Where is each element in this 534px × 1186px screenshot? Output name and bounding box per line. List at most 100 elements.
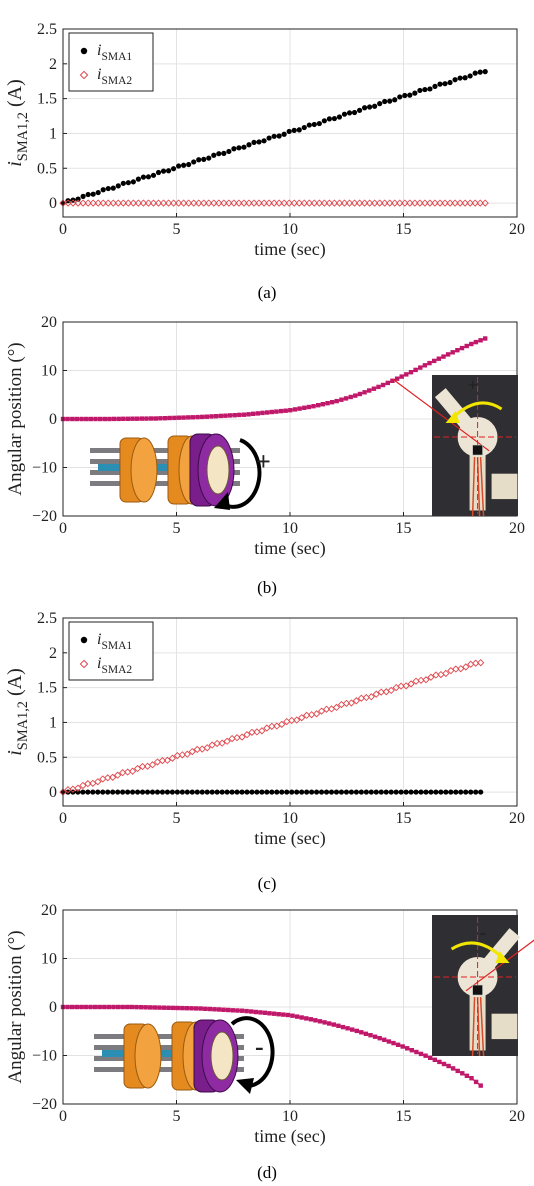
angle-data-point	[125, 416, 131, 421]
angle-data-point	[469, 341, 474, 347]
data-point-i-sma1	[155, 169, 162, 176]
angle-data-point	[473, 339, 479, 345]
data-point-i-sma1	[403, 789, 409, 795]
rod	[94, 1067, 244, 1072]
angle-data-point	[65, 416, 70, 422]
data-point-i-sma1	[412, 90, 418, 96]
data-point-i-sma2	[285, 199, 293, 207]
y-axis-label-group: iSMA1,2 (A)	[4, 668, 31, 756]
data-point-i-sma1	[309, 789, 315, 795]
angle-data-point	[455, 1068, 460, 1074]
angle-data-point	[193, 1006, 199, 1011]
data-point-i-sma2	[159, 199, 168, 207]
angle-data-point	[139, 416, 145, 421]
angle-data-point	[292, 407, 298, 412]
y-tick-label: 10	[41, 363, 57, 380]
y-tick-label: 0.5	[37, 749, 57, 766]
x-tick-label: 20	[509, 221, 525, 238]
y-tick-label: 2	[49, 56, 57, 73]
data-point-i-sma1	[184, 789, 190, 795]
angle-data-point	[350, 1027, 355, 1032]
angle-data-point	[297, 406, 302, 411]
data-point-i-sma2	[268, 722, 276, 730]
data-point-i-sma2	[128, 767, 137, 775]
angle-data-point	[200, 414, 205, 420]
data-point-i-sma1	[80, 193, 86, 199]
data-point-i-sma1	[458, 789, 464, 795]
angle-data-point	[386, 1039, 392, 1044]
data-point-i-sma2	[195, 199, 203, 207]
angle-data-point	[299, 1015, 304, 1020]
caption-a: (a)	[257, 283, 277, 302]
data-point-i-sma2	[407, 680, 415, 688]
angle-data-point	[246, 412, 251, 417]
data-point-i-sma1	[130, 789, 136, 795]
data-point-i-sma2	[99, 199, 107, 207]
orange-disk-1-face	[130, 437, 158, 503]
angle-data-point	[84, 416, 89, 422]
y-axis-label: Angular position (°)	[5, 930, 26, 1083]
data-point-i-sma2	[310, 199, 318, 207]
angle-data-point	[432, 358, 437, 364]
angle-data-point	[357, 391, 363, 397]
data-point-i-sma1	[392, 97, 398, 103]
data-point-i-sma1	[356, 107, 363, 113]
data-point-i-sma2	[347, 699, 356, 707]
data-point-i-sma1	[191, 159, 197, 165]
angle-data-point	[278, 408, 284, 414]
data-point-i-sma1	[346, 110, 353, 116]
angle-data-point	[427, 360, 432, 366]
data-point-i-sma2	[397, 682, 405, 690]
data-point-i-sma2	[89, 199, 97, 207]
y-tick-label: 0.5	[37, 160, 57, 177]
caption-d: (d)	[257, 1163, 277, 1182]
angle-data-point	[221, 1007, 226, 1012]
angle-data-point	[148, 1005, 153, 1010]
data-point-i-sma1	[428, 789, 434, 795]
x-tick-label: 20	[509, 520, 525, 537]
data-point-i-sma1	[348, 789, 354, 795]
data-point-i-sma1	[326, 116, 332, 122]
data-point-i-sma2	[174, 199, 183, 207]
data-point-i-sma2	[138, 762, 147, 771]
rod	[90, 448, 240, 453]
angle-data-point	[308, 1017, 314, 1022]
angle-data-point	[239, 1008, 245, 1013]
data-point-i-sma1	[100, 187, 106, 193]
angle-data-point	[382, 1037, 387, 1042]
angle-data-point	[180, 1005, 185, 1011]
data-point-i-sma1	[291, 127, 297, 133]
angle-data-point	[134, 1004, 139, 1010]
angle-data-point	[380, 382, 386, 388]
data-point-i-sma1	[336, 114, 343, 120]
data-point-i-sma1	[75, 789, 81, 795]
data-point-i-sma2	[457, 665, 465, 673]
angle-data-point	[363, 1031, 369, 1036]
angle-data-point	[478, 338, 483, 343]
data-point-i-sma2	[263, 724, 271, 732]
x-tick-label: 5	[173, 221, 181, 238]
data-point-i-sma2	[355, 199, 364, 207]
data-point-i-sma2	[456, 199, 464, 207]
data-point-i-sma2	[300, 199, 308, 207]
data-point-i-sma1	[105, 789, 111, 795]
data-point-i-sma2	[144, 199, 153, 207]
angle-data-point	[265, 410, 270, 415]
photo-sensor	[472, 984, 483, 996]
data-point-i-sma1	[443, 789, 449, 795]
angle-data-point	[218, 413, 223, 419]
data-point-i-sma2	[200, 199, 208, 207]
data-point-i-sma2	[340, 199, 349, 207]
angle-data-point	[469, 1076, 474, 1081]
angle-data-point	[288, 408, 293, 413]
data-point-i-sma2	[352, 697, 361, 705]
angle-data-point	[74, 416, 80, 422]
angle-data-point	[235, 1008, 240, 1013]
angle-data-point	[207, 1006, 213, 1012]
data-point-i-sma1	[304, 789, 310, 795]
data-point-i-sma2	[183, 750, 191, 758]
angle-data-point	[359, 1030, 364, 1035]
data-point-i-sma2	[164, 199, 173, 207]
data-point-i-sma2	[188, 747, 196, 756]
